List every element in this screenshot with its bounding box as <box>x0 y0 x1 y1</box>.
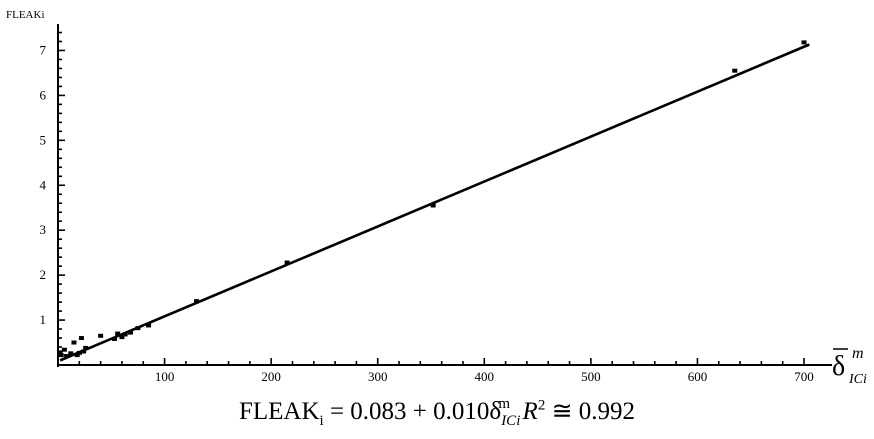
y-tick-label: 7 <box>40 42 47 57</box>
x-axis-label-sub: ICi <box>848 372 867 387</box>
x-tick-label: 500 <box>581 369 601 384</box>
data-point <box>135 326 141 331</box>
equation-lhs: FLEAK <box>238 398 320 425</box>
x-tick-label: 700 <box>794 369 814 384</box>
scatter-chart: 100 200 300 400 500 600 700 1 2 3 4 5 6 7 FLEAKi δ m ICi <box>6 9 867 387</box>
y-tick-label: 4 <box>40 177 47 192</box>
data-point <box>58 353 64 358</box>
equation-rhs-sup: m <box>498 395 511 412</box>
y-axis-label: FLEAKi <box>6 9 45 21</box>
data-point <box>61 347 67 352</box>
x-tick-label: 100 <box>155 369 175 384</box>
data-point <box>122 332 128 337</box>
y-tick-label: 6 <box>40 87 47 102</box>
y-tick-label: 3 <box>40 222 47 237</box>
data-point <box>127 330 133 335</box>
data-point <box>194 299 200 304</box>
data-point <box>78 336 84 341</box>
x-tick-label: 600 <box>688 369 708 384</box>
data-point <box>74 353 80 358</box>
data-point <box>98 333 104 338</box>
x-tick-label: 400 <box>475 369 495 384</box>
x-tick-label: 200 <box>261 369 281 384</box>
equation-rhs-sub: ICi <box>501 413 521 429</box>
regression-equation: FLEAKi = 0.083 + 0.010δICim R2 ≅ 0.992 <box>0 396 874 430</box>
x-axis-label: δ m ICi <box>832 345 867 387</box>
r2-exponent: 2 <box>537 397 546 414</box>
equation-rhs: = 0.083 + 0.010δ <box>329 398 502 425</box>
data-point <box>801 40 807 45</box>
r2-label: R <box>522 398 538 425</box>
equation-lhs-sub: i <box>319 413 324 429</box>
regression-line <box>59 43 810 362</box>
data-point <box>83 345 89 350</box>
data-point <box>146 323 152 328</box>
x-axis-label-main: δ <box>832 351 845 382</box>
data-point <box>430 203 436 208</box>
data-point <box>284 260 290 265</box>
x-axis-label-sup: m <box>852 345 864 362</box>
data-point <box>111 336 117 341</box>
data-point <box>76 350 82 355</box>
y-tick-label: 1 <box>40 312 47 327</box>
x-tick-label: 300 <box>368 369 388 384</box>
data-point <box>81 349 87 354</box>
r2-value: ≅ 0.992 <box>551 398 636 425</box>
data-point <box>732 68 738 73</box>
data-point <box>68 351 74 356</box>
data-point <box>71 340 77 345</box>
y-tick-label: 2 <box>40 267 47 282</box>
y-tick-label: 5 <box>40 132 47 147</box>
data-point <box>115 331 121 336</box>
data-point <box>119 335 125 340</box>
data-point <box>64 354 70 359</box>
data-point <box>57 350 63 355</box>
